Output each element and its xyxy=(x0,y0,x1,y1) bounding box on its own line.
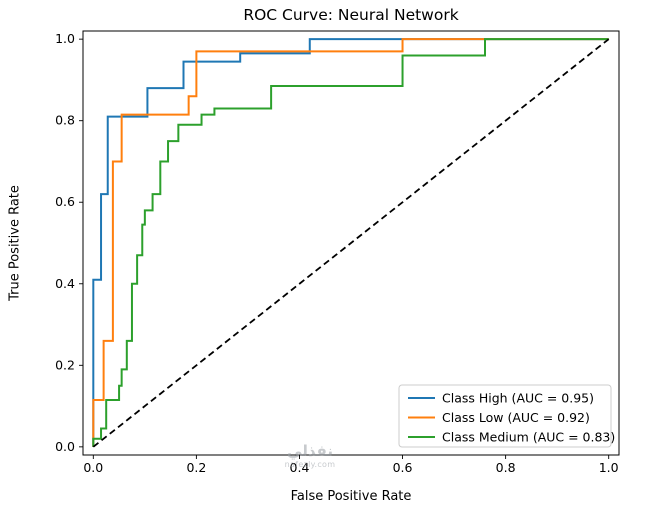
legend: Class High (AUC = 0.95) Class Low (AUC = … xyxy=(398,384,615,448)
y-axis-label: True Positive Rate xyxy=(7,185,23,301)
roc-curve-class-medium xyxy=(92,38,609,447)
y-tick-label: 1.0 xyxy=(55,31,75,46)
roc-curve-class-low xyxy=(92,38,609,447)
y-tick-label: 0.0 xyxy=(55,439,75,454)
y-tick-label: 0.8 xyxy=(55,113,75,128)
legend-box xyxy=(398,384,612,448)
legend-label-roc-curve-class-medium: Class Medium (AUC = 0.83) xyxy=(442,430,615,445)
x-axis-label: False Positive Rate xyxy=(290,489,412,504)
x-tick-label: 1.0 xyxy=(599,460,619,475)
chance-diagonal-line xyxy=(92,38,610,448)
chart-title: ROC Curve: Neural Network xyxy=(243,6,459,24)
legend-label-roc-curve-class-high: Class High (AUC = 0.95) xyxy=(442,391,594,406)
y-tick-label: 0.6 xyxy=(55,194,75,209)
legend-label-roc-curve-class-low: Class Low (AUC = 0.92) xyxy=(442,410,590,425)
x-tick-label: 0.2 xyxy=(186,460,206,475)
y-tick-label: 0.4 xyxy=(55,276,75,291)
x-tick-label: 0.6 xyxy=(393,460,413,475)
x-tick-label: 0.4 xyxy=(290,460,310,475)
x-tick-label: 0.0 xyxy=(83,460,103,475)
axes-spines xyxy=(82,30,620,456)
x-tick-label: 0.8 xyxy=(496,460,516,475)
roc-curve-class-high xyxy=(92,38,609,447)
y-tick-label: 0.2 xyxy=(55,357,75,372)
